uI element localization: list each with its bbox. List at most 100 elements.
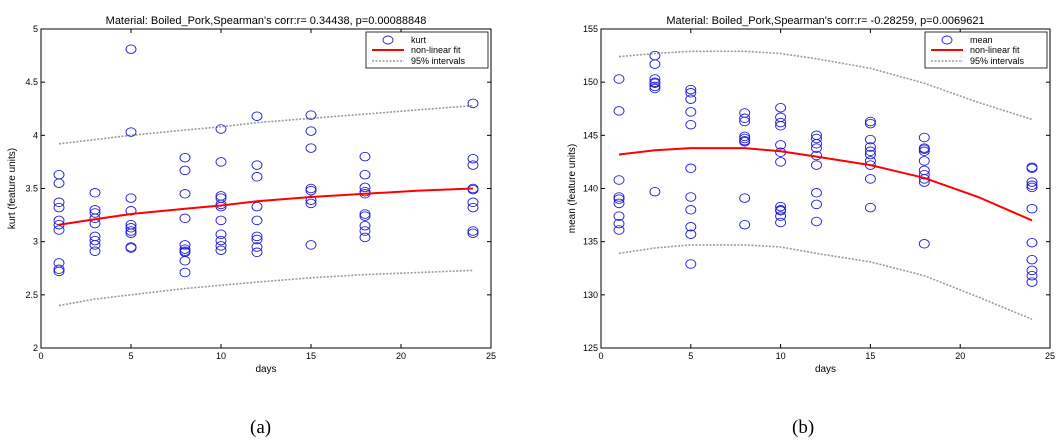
data-point bbox=[739, 133, 751, 144]
lower-interval-line bbox=[618, 244, 1033, 321]
data-point bbox=[1026, 265, 1038, 276]
data-point bbox=[305, 198, 317, 209]
data-point bbox=[775, 117, 787, 128]
x-tick-label: 20 bbox=[396, 351, 406, 361]
x-tick-label: 0 bbox=[38, 351, 43, 361]
data-point bbox=[864, 202, 876, 213]
data-point bbox=[918, 169, 930, 180]
x-axis-label: days bbox=[815, 364, 836, 375]
data-point bbox=[775, 121, 787, 131]
chart-title: Material: Boiled_Pork,Spearman's corr:r=… bbox=[106, 15, 427, 27]
data-point bbox=[649, 59, 661, 69]
data-point bbox=[125, 127, 137, 137]
y-tick-label: 3.5 bbox=[25, 184, 38, 194]
data-point bbox=[1026, 180, 1038, 191]
data-point bbox=[685, 84, 697, 95]
data-point bbox=[649, 74, 661, 84]
data-point bbox=[811, 160, 822, 170]
data-point bbox=[251, 215, 263, 226]
y-tick-label: 130 bbox=[583, 290, 598, 300]
data-point bbox=[811, 143, 822, 153]
y-tick-label: 155 bbox=[583, 24, 598, 34]
y-tick-label: 2 bbox=[33, 343, 38, 353]
data-point bbox=[613, 194, 625, 204]
legend-label: 95% intervals bbox=[970, 56, 1025, 66]
data-point bbox=[1026, 254, 1038, 265]
data-point bbox=[251, 160, 263, 170]
data-point bbox=[649, 83, 661, 94]
data-point bbox=[918, 156, 930, 166]
data-point bbox=[811, 188, 822, 198]
legend-label: 95% intervals bbox=[411, 56, 466, 66]
data-point bbox=[1026, 237, 1038, 248]
data-point bbox=[305, 126, 317, 136]
legend-label: non-linear fit bbox=[411, 45, 461, 55]
data-point bbox=[1026, 182, 1038, 193]
fit-line bbox=[58, 187, 474, 226]
data-point bbox=[1026, 177, 1038, 187]
x-tick-label: 5 bbox=[688, 351, 693, 361]
data-point bbox=[179, 244, 191, 254]
legend-marker-points bbox=[941, 35, 953, 45]
data-point bbox=[89, 240, 101, 250]
data-point bbox=[359, 182, 371, 193]
data-point bbox=[918, 146, 930, 157]
y-tick-label: 140 bbox=[583, 184, 598, 194]
data-point bbox=[739, 113, 751, 124]
x-tick-label: 0 bbox=[598, 351, 603, 361]
x-tick-label: 15 bbox=[865, 351, 875, 361]
data-point bbox=[685, 94, 697, 104]
data-point bbox=[811, 199, 822, 210]
x-tick-label: 25 bbox=[486, 351, 496, 361]
data-point bbox=[685, 88, 697, 98]
data-point bbox=[649, 81, 661, 92]
data-point bbox=[685, 259, 697, 269]
y-tick-label: 5 bbox=[33, 24, 38, 34]
data-point bbox=[89, 235, 101, 246]
data-point bbox=[359, 220, 371, 231]
x-tick-label: 10 bbox=[216, 351, 226, 361]
x-tick-label: 5 bbox=[128, 351, 133, 361]
data-point bbox=[775, 140, 787, 150]
data-point bbox=[89, 188, 101, 198]
data-point bbox=[613, 175, 625, 185]
chart-a: Material: Boiled_Pork,Spearman's corr:r=… bbox=[7, 15, 496, 375]
panel-label-a: (a) bbox=[250, 417, 272, 438]
data-point bbox=[918, 239, 930, 249]
data-point bbox=[359, 226, 371, 236]
data-point bbox=[918, 132, 930, 143]
data-point bbox=[864, 116, 876, 127]
data-point bbox=[467, 160, 479, 170]
y-tick-label: 125 bbox=[583, 343, 598, 353]
y-tick-label: 4 bbox=[33, 130, 38, 140]
data-point bbox=[467, 197, 479, 208]
data-point bbox=[53, 197, 65, 208]
data-point bbox=[125, 193, 137, 203]
data-point bbox=[53, 225, 65, 235]
data-point bbox=[864, 134, 876, 145]
upper-interval-line bbox=[618, 50, 1033, 121]
data-point bbox=[739, 135, 751, 146]
data-point bbox=[53, 264, 65, 275]
data-point bbox=[1026, 163, 1038, 174]
data-point bbox=[775, 211, 787, 221]
plot-area bbox=[600, 28, 1051, 349]
data-point bbox=[613, 106, 625, 116]
data-point bbox=[125, 206, 137, 216]
data-point bbox=[251, 247, 263, 258]
plot-area bbox=[40, 28, 492, 349]
y-tick-label: 2.5 bbox=[25, 290, 38, 300]
data-point bbox=[467, 98, 479, 109]
data-point bbox=[1026, 203, 1038, 214]
data-point bbox=[179, 256, 191, 266]
legend-label: kurt bbox=[411, 35, 427, 45]
data-point bbox=[179, 240, 191, 250]
data-point bbox=[305, 143, 317, 153]
data-point bbox=[739, 131, 751, 142]
data-point bbox=[215, 229, 227, 239]
y-tick-label: 135 bbox=[583, 237, 598, 247]
data-point bbox=[179, 213, 191, 224]
data-point bbox=[685, 192, 697, 202]
upper-interval-line bbox=[58, 104, 474, 145]
